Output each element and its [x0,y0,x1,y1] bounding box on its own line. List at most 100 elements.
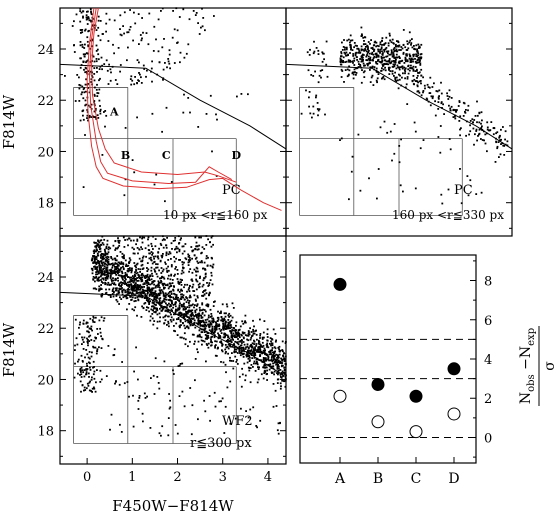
star-point [261,352,263,355]
ratio-minus-n: −N [518,346,534,374]
star-point [157,301,160,304]
star-point [384,42,387,44]
star-point [325,63,328,66]
star-point [269,365,272,368]
star-point [271,365,274,368]
star-point [388,53,391,56]
star-point [388,73,391,75]
star-point [98,88,101,91]
star-point [151,262,154,265]
star-point [347,54,349,56]
star-point [154,291,156,294]
star-point [198,322,200,324]
star-point [115,295,118,297]
star-point [114,382,116,385]
star-point [149,283,152,286]
star-point [156,284,159,287]
star-point [418,91,421,94]
star-point [213,336,216,339]
star-point [172,296,175,299]
star-point [212,321,214,323]
star-point [370,47,373,49]
star-point [156,307,158,310]
star-point [167,292,170,295]
star-point [150,266,153,269]
star-point [213,328,216,330]
star-point [410,42,413,44]
star-point [253,339,255,342]
star-point [224,323,227,326]
star-point [238,375,241,378]
star-point [240,385,243,388]
star-point [212,243,214,246]
star-point [342,46,345,48]
star-point [309,112,312,115]
star-point [211,235,214,237]
star-point [207,346,210,349]
star-point [170,313,172,316]
star-point [190,320,193,322]
star-point [230,341,233,343]
star-point [367,62,370,65]
star-point [226,327,229,330]
star-point [366,52,369,55]
star-point [95,50,98,52]
star-point [251,357,254,359]
star-point [192,249,195,252]
star-point [346,39,349,42]
star-point [121,290,124,292]
star-point [146,273,149,276]
star-point [449,148,452,151]
star-point [388,68,390,70]
star-point [163,283,166,285]
star-point [184,308,187,311]
star-point [362,62,365,65]
star-point [441,107,443,109]
star-point [259,349,261,352]
star-point [250,364,253,366]
star-point [480,191,483,194]
star-point [76,74,79,76]
star-point [475,130,478,132]
star-point [369,69,371,71]
star-point [231,337,234,340]
star-point [137,378,139,381]
star-point [114,257,117,260]
star-point [180,288,183,291]
star-point [162,299,165,302]
star-point [107,258,110,261]
star-point [469,124,471,127]
star-point [396,64,399,67]
star-point [161,307,164,309]
star-point [182,317,185,320]
star-point [274,347,277,350]
y-tick-label: 18 [37,197,54,212]
star-point [81,43,84,46]
star-point [244,379,247,382]
star-point [188,316,191,319]
star-point [277,364,279,367]
star-point [315,47,318,49]
star-point [402,29,405,31]
star-point [96,95,99,97]
star-point [159,259,162,262]
star-point [165,254,168,257]
star-point [228,312,231,315]
star-point [85,349,88,351]
star-point [122,296,125,299]
star-point [74,318,77,321]
isochrone-line [91,7,237,183]
star-point [201,328,204,331]
star-point [117,264,120,267]
star-point [174,293,177,296]
star-point [94,258,97,260]
star-point [148,303,150,305]
star-point [104,281,106,284]
star-point [344,69,347,71]
star-point [82,61,85,63]
star-point [484,133,487,136]
star-point [416,55,419,58]
star-point [437,108,440,110]
star-point [241,373,244,376]
star-point [198,286,200,289]
